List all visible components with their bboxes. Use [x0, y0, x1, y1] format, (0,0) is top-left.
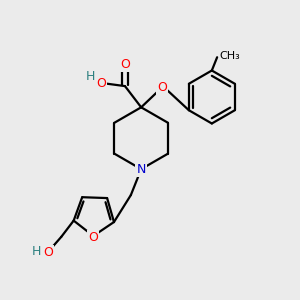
Text: O: O: [97, 77, 106, 90]
Text: H: H: [31, 245, 41, 258]
Text: H: H: [86, 70, 95, 83]
Text: O: O: [120, 58, 130, 71]
Text: O: O: [43, 246, 53, 259]
Text: O: O: [88, 231, 98, 244]
Text: N: N: [136, 163, 146, 176]
Text: O: O: [157, 81, 167, 94]
Text: CH₃: CH₃: [220, 51, 240, 61]
